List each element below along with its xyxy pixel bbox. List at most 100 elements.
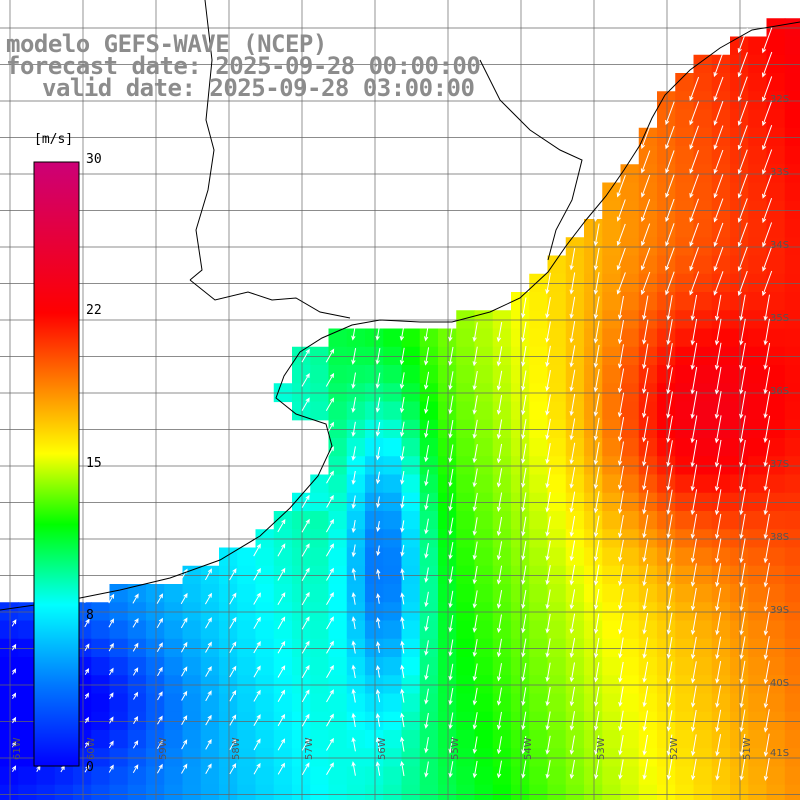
wind-arrow — [108, 764, 114, 773]
wind-arrow — [521, 370, 527, 392]
speed-cell — [657, 182, 676, 202]
speed-cell — [0, 657, 19, 676]
wind-arrow — [666, 563, 673, 587]
speed-cell — [365, 584, 384, 603]
speed-cell — [146, 693, 165, 713]
speed-cell — [675, 657, 695, 676]
wind-arrow — [690, 489, 698, 516]
speed-cell — [511, 365, 530, 384]
speed-cell — [602, 693, 622, 713]
speed-cell — [328, 784, 348, 800]
wind-arrow — [375, 323, 381, 341]
speed-cell — [438, 474, 457, 494]
wind-arrow — [521, 467, 527, 488]
wind-arrow — [763, 464, 770, 492]
wind-arrow — [665, 247, 675, 271]
wind-arrow — [180, 592, 188, 605]
wind-arrow — [351, 712, 356, 727]
wind-arrow — [326, 640, 334, 654]
speed-cell — [529, 328, 549, 348]
wind-arrow — [229, 616, 237, 629]
wind-arrow — [400, 446, 405, 461]
speed-cell — [182, 620, 202, 640]
wind-arrow — [739, 685, 746, 709]
wind-arrow — [666, 367, 673, 395]
speed-cell — [711, 620, 731, 640]
wind-arrow — [301, 689, 310, 703]
speed-cell — [620, 474, 640, 494]
speed-cell — [383, 438, 403, 457]
wind-arrow — [569, 686, 575, 707]
wind-arrow — [545, 272, 551, 295]
speed-cell — [547, 620, 567, 640]
wind-arrow — [156, 763, 163, 774]
speed-cell — [310, 766, 330, 786]
wind-arrow — [472, 419, 478, 439]
speed-cell — [784, 693, 800, 713]
wind-arrow — [277, 543, 286, 557]
wind-arrow — [640, 126, 651, 150]
speed-cell — [711, 766, 731, 786]
speed-cell — [730, 657, 749, 676]
wind-arrow — [715, 661, 722, 684]
speed-cell — [200, 584, 220, 603]
speed-cell — [675, 438, 695, 457]
wind-arrow — [616, 247, 626, 271]
speed-cell — [310, 511, 330, 530]
speed-cell — [401, 657, 421, 676]
speed-cell — [766, 109, 786, 129]
forecast-date: forecast date: 2025-09-28 00:00:00 — [6, 52, 481, 80]
wind-arrow — [521, 565, 527, 585]
wind-arrow — [180, 641, 188, 653]
speed-cell — [657, 784, 676, 800]
wind-arrow — [666, 464, 673, 491]
wind-arrow — [618, 515, 624, 538]
speed-cell — [675, 547, 695, 567]
wind-arrow — [713, 125, 724, 150]
speed-cell — [474, 438, 494, 457]
speed-cell — [328, 401, 348, 421]
wind-arrow — [666, 489, 673, 515]
wind-arrow — [229, 641, 237, 653]
wind-arrow — [618, 539, 624, 562]
wind-arrow — [156, 617, 163, 628]
speed-cell — [419, 730, 439, 749]
wind-arrow — [642, 612, 649, 635]
speed-cell — [766, 292, 786, 311]
wind-arrow — [277, 665, 286, 678]
wind-arrow — [424, 396, 430, 414]
speed-cell — [584, 693, 603, 713]
speed-cell — [401, 766, 421, 786]
wind-arrow — [108, 667, 114, 676]
speed-cell — [91, 693, 111, 713]
wind-arrow — [593, 515, 600, 538]
wind-arrow — [593, 466, 600, 490]
speed-cell — [310, 693, 330, 713]
speed-cell — [657, 474, 676, 494]
speed-cell — [584, 219, 603, 238]
speed-cell — [529, 584, 549, 603]
wind-arrow — [424, 347, 430, 366]
speed-cell — [638, 766, 658, 786]
wind-arrow — [763, 294, 770, 322]
speed-cell — [492, 511, 512, 530]
wind-arrow — [714, 415, 722, 444]
speed-cell — [748, 657, 768, 676]
wind-speed-field — [0, 18, 800, 800]
wind-arrow — [545, 443, 551, 465]
wind-arrow — [690, 415, 698, 444]
wind-arrow — [351, 761, 356, 776]
speed-cell — [383, 766, 403, 786]
speed-cell — [784, 784, 800, 800]
speed-cell — [109, 693, 129, 713]
wind-arrow — [642, 563, 649, 587]
speed-cell — [565, 511, 585, 530]
speed-cell — [711, 511, 731, 530]
wind-arrow — [641, 223, 651, 247]
colorbar-tick-15: 15 — [86, 456, 102, 471]
wind-arrow — [593, 320, 600, 344]
speed-cell — [219, 657, 238, 676]
wind-arrow — [715, 758, 721, 781]
speed-cell — [730, 438, 749, 457]
wind-arrow — [205, 763, 212, 774]
